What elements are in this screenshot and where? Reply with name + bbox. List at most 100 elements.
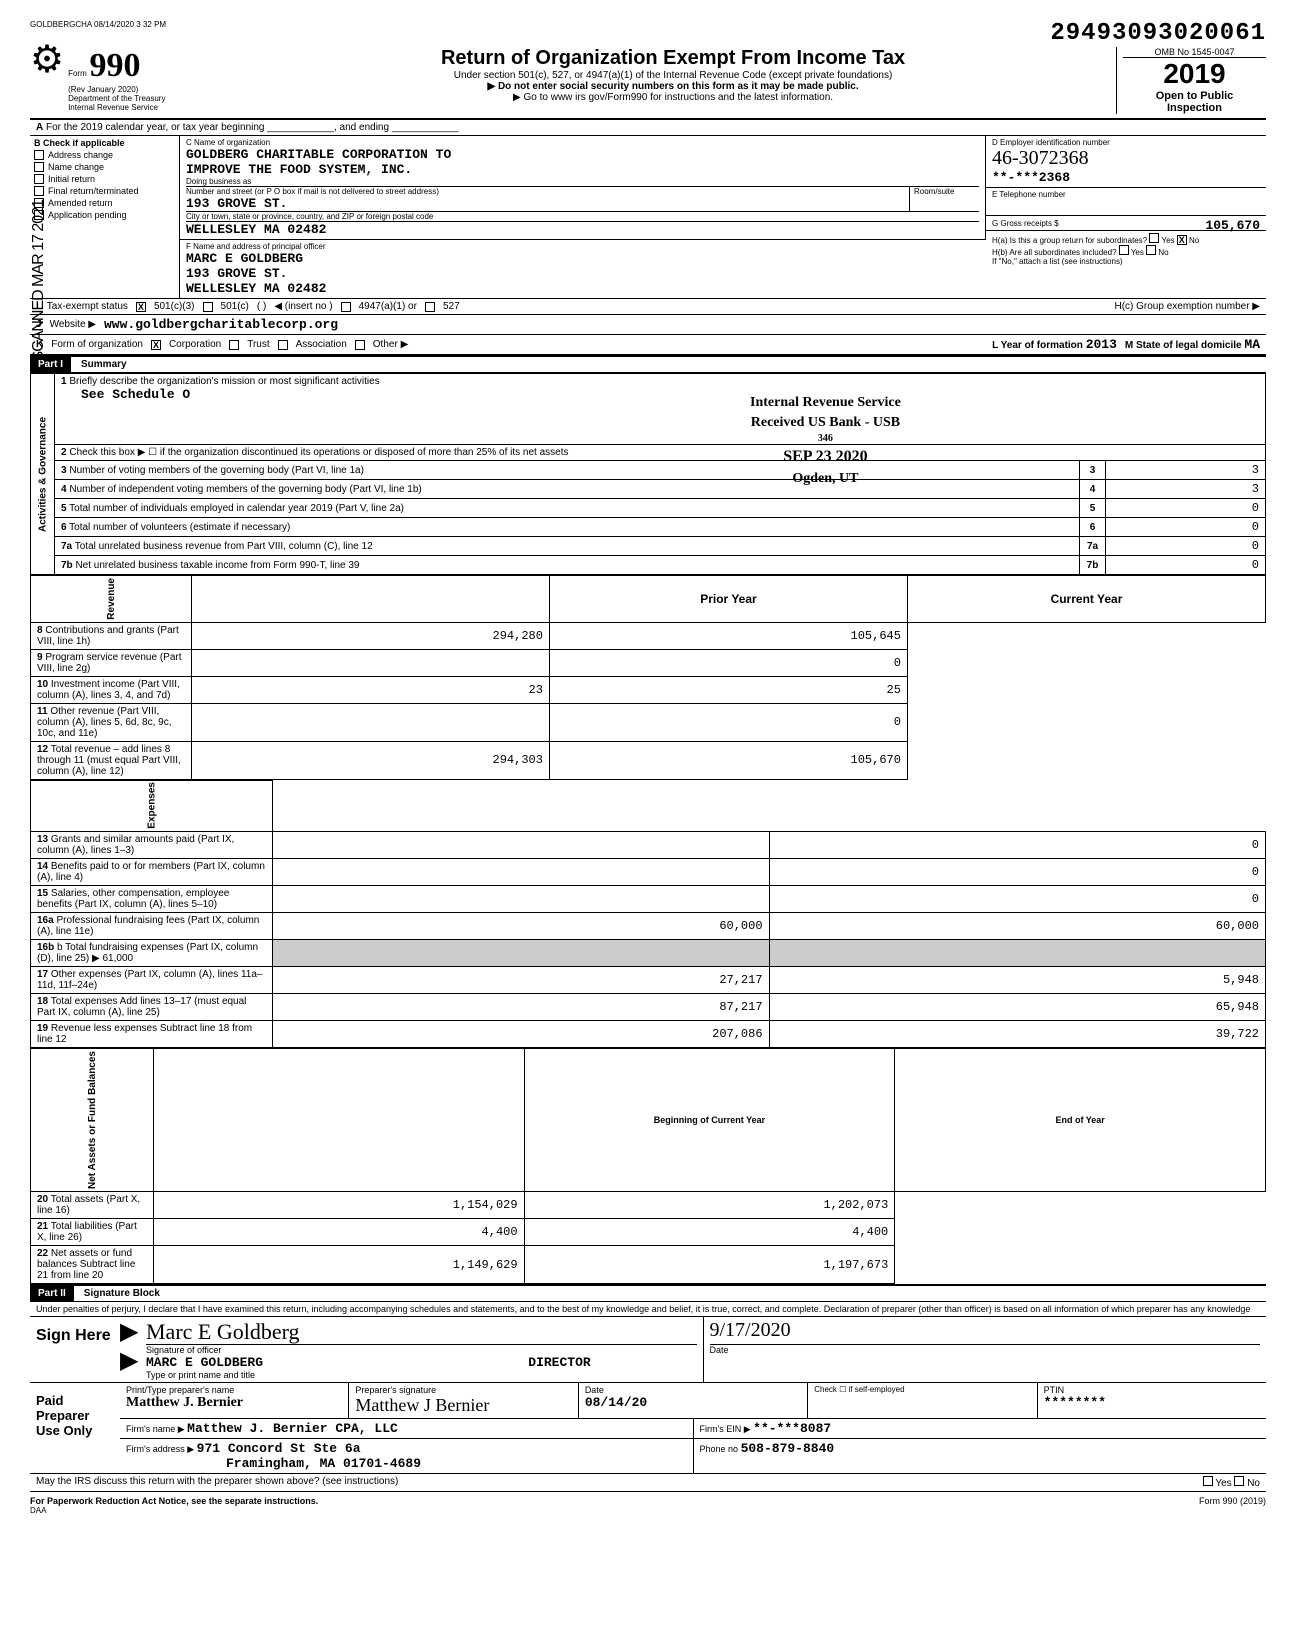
summary-table-3: Expenses 13 Grants and similar amounts p…	[30, 780, 1266, 1049]
assoc-label: Association	[296, 339, 347, 350]
document-id: 29493093020061	[1050, 20, 1266, 47]
form-subtitle-2: ▶ Do not enter social security numbers o…	[230, 81, 1116, 92]
website: www.goldbergcharitablecorp.org	[104, 317, 338, 332]
yes-label: Yes	[1162, 236, 1175, 245]
part2-header-row: Part II Signature Block	[30, 1284, 1266, 1302]
m-label: M State of legal domicile	[1125, 340, 1242, 351]
discuss-no-checkbox[interactable]	[1234, 1476, 1244, 1486]
date-label: Date	[710, 1345, 1261, 1355]
h4a-yes-checkbox[interactable]	[1149, 233, 1159, 243]
col-end: End of Year	[895, 1049, 1266, 1192]
501c3-checkbox[interactable]: X	[136, 302, 146, 312]
form-number: 990	[90, 47, 141, 84]
h4c-label: If "No," attach a list (see instructions…	[992, 257, 1260, 266]
final-return-checkbox[interactable]	[34, 186, 44, 196]
h4a-label: H(a) Is this a group return for subordin…	[992, 236, 1147, 245]
summary-table-2: Revenue Prior Year Current Year 8 Contri…	[30, 575, 1266, 780]
yes-label-2: Yes	[1131, 248, 1144, 257]
officer-city: WELLESLEY MA 02482	[186, 281, 980, 296]
amended-label: Amended return	[48, 198, 113, 208]
phone: 508-879-8840	[741, 1441, 835, 1456]
d-label: D Employer identification number	[992, 138, 1260, 147]
i-label: Tax-exempt status	[47, 301, 128, 312]
year-formation: 2013	[1086, 337, 1117, 352]
check-column: B Check if applicable Address change Nam…	[30, 136, 180, 298]
form-990-foot: Form 990 (2019)	[1199, 1496, 1266, 1506]
street-label: Number and street (or P O box if mail is…	[186, 187, 909, 196]
discuss-yes-checkbox[interactable]	[1203, 1476, 1213, 1486]
form-title: Return of Organization Exempt From Incom…	[230, 47, 1116, 70]
street-value: 193 GROVE ST.	[186, 196, 909, 211]
e-label: E Telephone number	[992, 190, 1260, 199]
rev-group: Revenue	[31, 576, 192, 623]
room-label: Room/suite	[914, 187, 979, 196]
form-subtitle-1: Under section 501(c), 527, or 4947(a)(1)…	[230, 70, 1116, 81]
tax-year-line: A For the 2019 calendar year, or tax yea…	[30, 120, 1266, 136]
sign-date: 9/17/2020	[710, 1319, 1261, 1345]
signer-name: MARC E GOLDBERG	[146, 1355, 263, 1370]
paid-preparer-label: Paid Preparer Use Only	[30, 1383, 120, 1473]
city-value: WELLESLEY MA 02482	[186, 222, 979, 237]
sign-here-row: Sign Here ▶▶ Marc E Goldberg Signature o…	[30, 1317, 1266, 1383]
final-return-label: Final return/terminated	[48, 186, 139, 196]
527-checkbox[interactable]	[425, 302, 435, 312]
address-change-checkbox[interactable]	[34, 150, 44, 160]
prep-date-label: Date	[585, 1385, 801, 1395]
state-domicile: MA	[1244, 337, 1260, 352]
prep-name-label: Print/Type preparer's name	[126, 1385, 342, 1395]
form-header: ⚙ Form 990 (Rev January 2020) Department…	[30, 47, 1266, 120]
firm-name-label: Firm's name ▶	[126, 1424, 185, 1434]
right-info: D Employer identification number 46-3072…	[986, 136, 1266, 298]
ptin: ********	[1044, 1395, 1260, 1410]
corp-label: Corporation	[169, 339, 221, 350]
527-label: 527	[443, 301, 460, 312]
gov-group: Activities & Governance	[31, 374, 55, 575]
summary-table: Activities & Governance 1 Briefly descri…	[30, 373, 1266, 575]
h4a-no-checkbox[interactable]: X	[1177, 235, 1187, 245]
prep-date: 08/14/20	[585, 1395, 801, 1410]
gross-receipts: 105,670	[1205, 218, 1260, 233]
pra-notice: For Paperwork Reduction Act Notice, see …	[30, 1496, 318, 1506]
ein-masked: **-***2368	[992, 170, 1260, 185]
net-group: Net Assets or Fund Balances	[31, 1049, 154, 1192]
hc-label: H(c) Group exemption number ▶	[1114, 301, 1260, 312]
firm-addr-2: Framingham, MA 01701-4689	[226, 1456, 421, 1471]
website-row: J Website ▶ www.goldbergcharitablecorp.o…	[30, 315, 1266, 335]
main-info: C Name of organization GOLDBERG CHARITAB…	[180, 136, 986, 298]
omb-number: OMB No 1545-0047	[1123, 47, 1266, 58]
form-subtitle-3: ▶ Go to www irs gov/Form990 for instruct…	[230, 92, 1116, 103]
h4b-label: H(b) Are all subordinates included?	[992, 248, 1117, 257]
sig-of-officer: Signature of officer	[146, 1345, 697, 1355]
phone-label: Phone no	[700, 1444, 739, 1454]
line2-text: Check this box ▶ ☐ if the organization d…	[69, 447, 568, 458]
501c-checkbox[interactable]	[203, 302, 213, 312]
firm-ein: **-***8087	[753, 1421, 831, 1436]
tax-year: 2019	[1123, 58, 1266, 90]
name-change-label: Name change	[48, 162, 104, 172]
no-label-2: No	[1158, 248, 1168, 257]
other-checkbox[interactable]	[355, 340, 365, 350]
exp-group: Expenses	[31, 780, 273, 832]
corp-checkbox[interactable]: X	[151, 340, 161, 350]
assoc-checkbox[interactable]	[278, 340, 288, 350]
h4b-yes-checkbox[interactable]	[1119, 245, 1129, 255]
daa: DAA	[30, 1506, 1266, 1515]
trust-checkbox[interactable]	[229, 340, 239, 350]
org-name-1: GOLDBERG CHARITABLE CORPORATION TO	[186, 147, 979, 162]
trust-label: Trust	[247, 339, 269, 350]
prep-name: Matthew J. Bernier	[126, 1395, 342, 1411]
h4b-no-checkbox[interactable]	[1146, 245, 1156, 255]
perjury-text: Under penalties of perjury, I declare th…	[30, 1302, 1266, 1317]
line1-text: Briefly describe the organization's miss…	[69, 376, 379, 387]
initial-return-checkbox[interactable]	[34, 174, 44, 184]
summary-table-4: Net Assets or Fund Balances Beginning of…	[30, 1048, 1266, 1284]
address-change-label: Address change	[48, 150, 113, 160]
top-bar: GOLDBERGCHA 08/14/2020 3 32 PM 294930930…	[30, 20, 1266, 47]
form-label: Form	[68, 69, 87, 78]
discuss-yes: Yes	[1215, 1478, 1231, 1489]
type-name-label: Type or print name and title	[146, 1370, 697, 1380]
signer-title: DIRECTOR	[528, 1355, 590, 1370]
app-pending-label: Application pending	[48, 210, 127, 220]
4947-checkbox[interactable]	[341, 302, 351, 312]
name-change-checkbox[interactable]	[34, 162, 44, 172]
